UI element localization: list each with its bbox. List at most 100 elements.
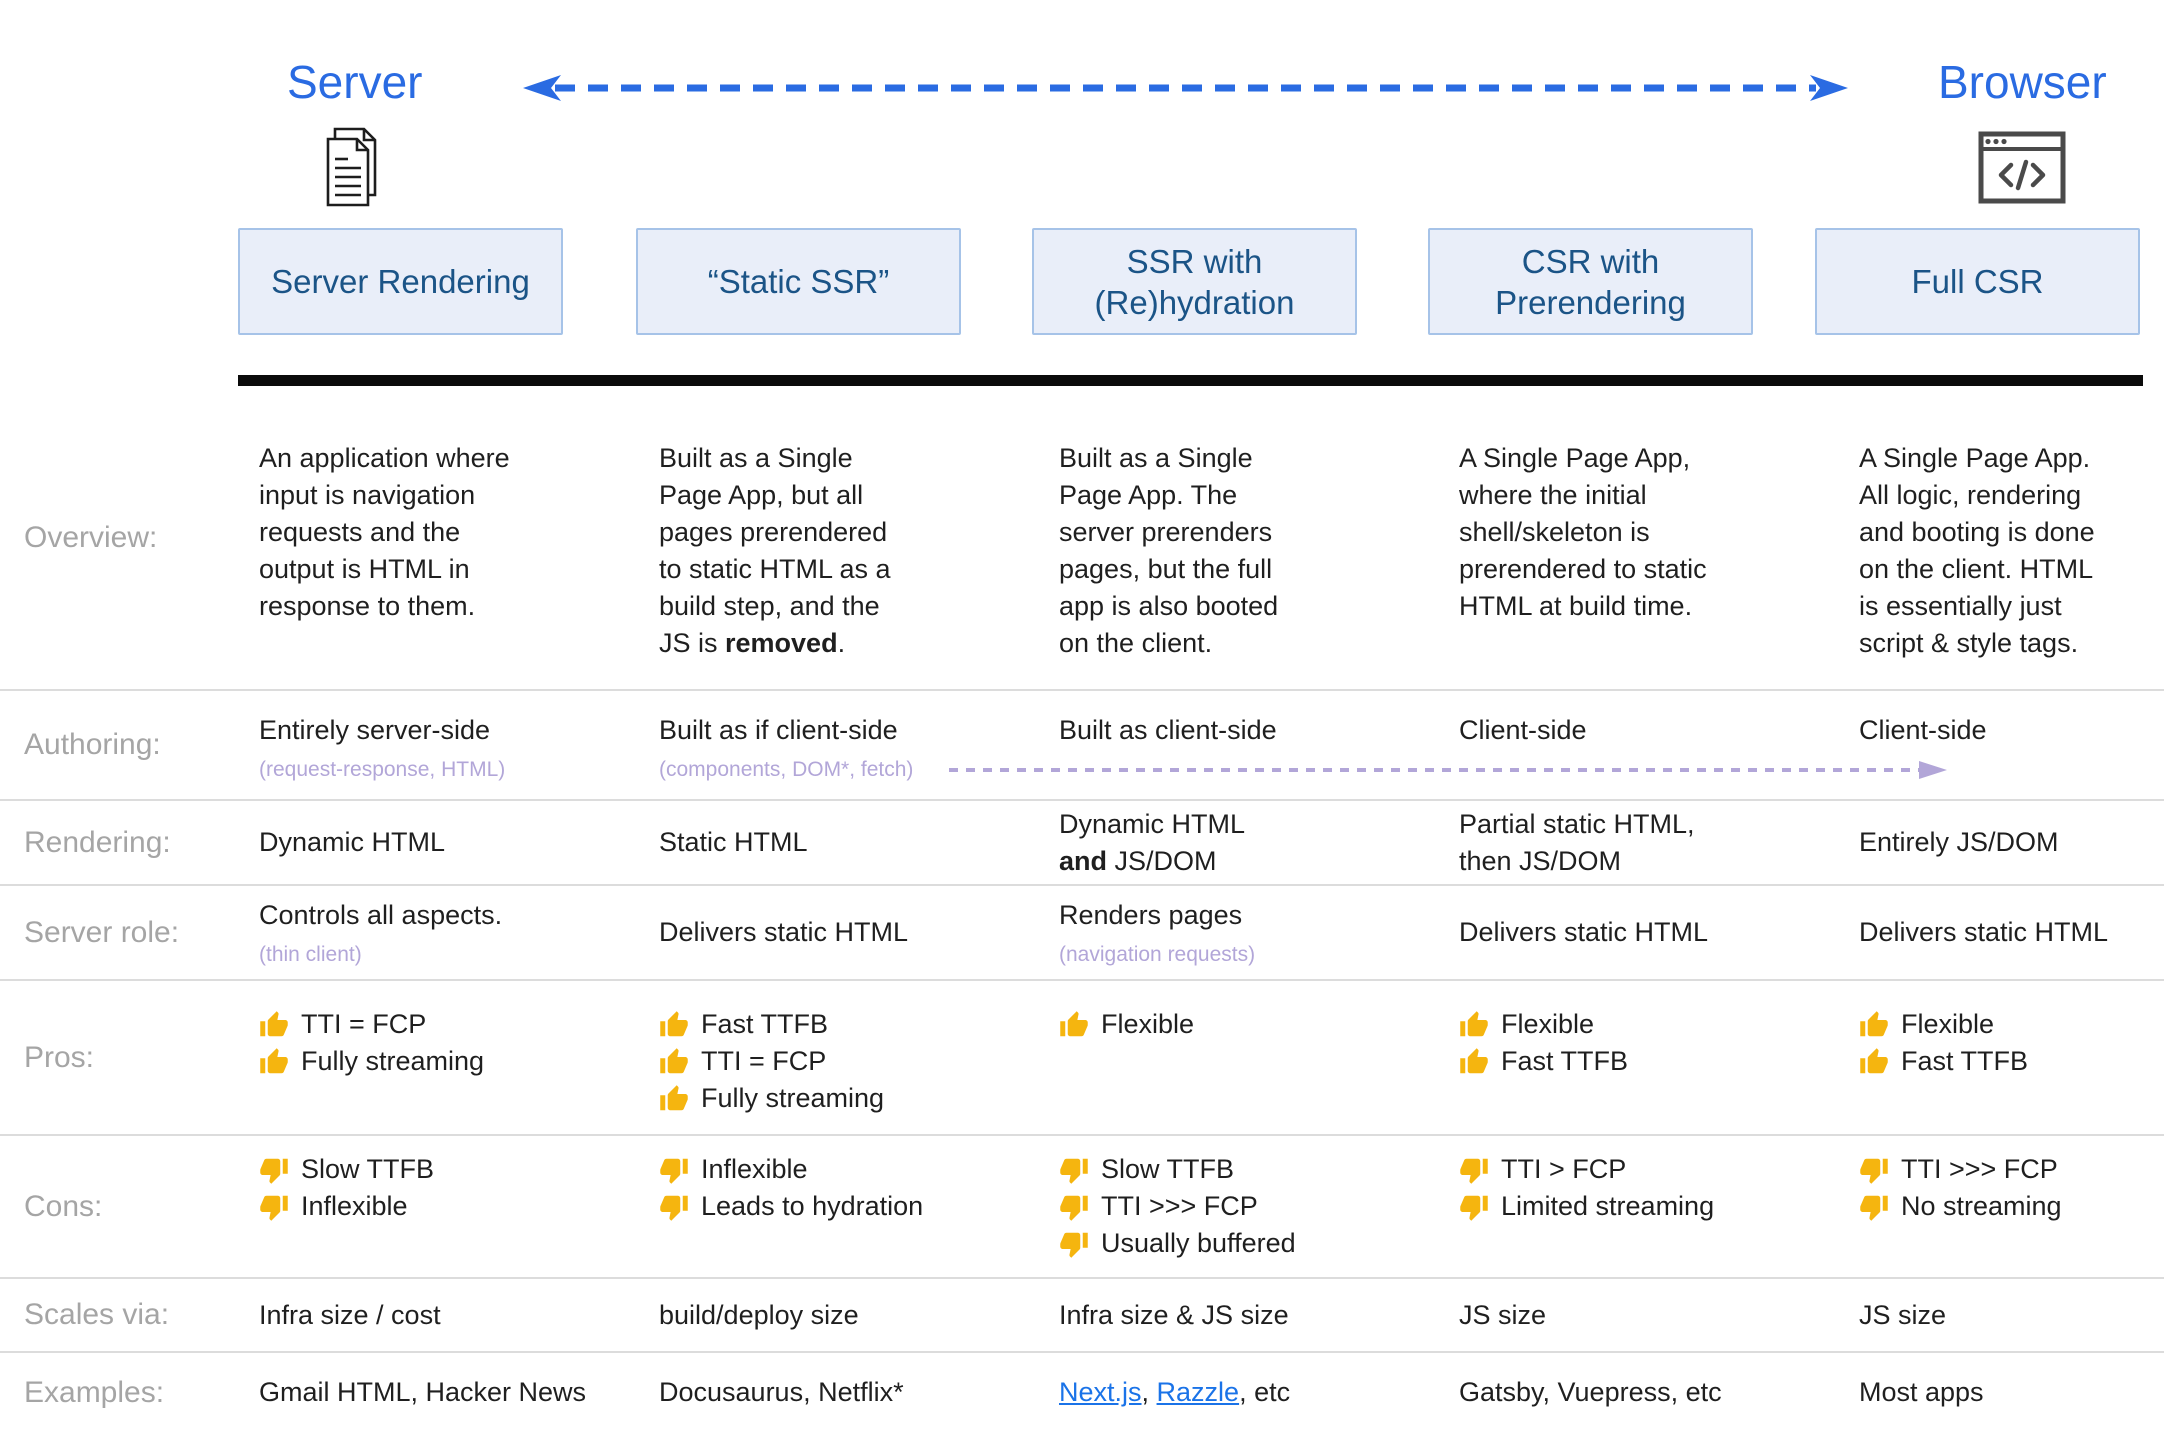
thumbs-up-icon [1059,1010,1089,1040]
column-header-full-csr: Full CSR [1815,228,2140,335]
con-item: Leads to hydration [659,1188,1038,1225]
column-header-static-ssr: “Static SSR” [636,228,961,335]
table-top-divider-bar [238,375,2143,386]
cell-scales-server-rendering: Infra size / cost [259,1299,441,1330]
authoring-subtext: (request-response, HTML) [259,758,506,781]
thumbs-down-icon [259,1155,289,1185]
thumbs-up-icon [659,1084,689,1114]
client-side-authoring-flow-arrow-icon [949,761,1947,779]
thumbs-down-icon [259,1192,289,1222]
pro-item: Fully streaming [259,1043,638,1080]
column-header-csr-prerendering: CSR with Prerendering [1428,228,1753,335]
con-item: Usually buffered [1059,1225,1438,1262]
cell-examples-csr-prerendering: Gatsby, Vuepress, etc [1459,1377,1722,1407]
thumbs-down-icon [659,1155,689,1185]
server-role-subtext: (thin client) [259,943,362,966]
nextjs-link[interactable]: Next.js [1059,1377,1142,1407]
cell-examples-ssr-rehydration: Next.js, Razzle, etc [1059,1377,1291,1407]
server-role-subtext: (navigation requests) [1059,943,1256,966]
spectrum-header: Server Browser [0,0,2164,375]
pro-item: TTI = FCP [659,1043,1038,1080]
cell-authoring-server-rendering: Entirely server-side (request-response, … [238,691,638,799]
cell-server-role-static-ssr: Delivers static HTML [659,917,909,947]
cell-cons-csr-prerendering: TTI > FCP Limited streaming [1438,1136,1838,1277]
cell-server-role-csr-prerendering: Delivers static HTML [1459,917,1709,947]
column-header-label: CSR with Prerendering [1495,242,1686,321]
thumbs-down-icon [659,1192,689,1222]
cell-pros-full-csr: Flexible Fast TTFB [1838,981,2164,1134]
thumbs-up-icon [1859,1010,1889,1040]
table-row-scales-via: Scales via: Infra size / cost build/depl… [0,1277,2164,1351]
razzle-link[interactable]: Razzle [1156,1377,1240,1407]
document-pages-icon [326,127,377,207]
thumbs-down-icon [1059,1155,1089,1185]
cell-cons-full-csr: TTI >>> FCP No streaming [1838,1136,2164,1277]
cell-rendering-full-csr: Entirely JS/DOM [1859,827,2059,857]
table-row-authoring: Authoring: Entirely server-side (request… [0,689,2164,799]
server-browser-spectrum-arrow-icon [523,75,1848,101]
cell-server-role-server-rendering: Controls all aspects. (thin client) [238,897,638,968]
cell-pros-static-ssr: Fast TTFB TTI = FCP Fully streaming [638,981,1038,1134]
cell-authoring-csr-prerendering: Client-side [1459,715,1587,745]
cell-rendering-csr-prerendering: Partial static HTML, then JS/DOM [1459,808,1695,876]
cell-scales-static-ssr: build/deploy size [659,1299,859,1330]
column-header-server-rendering: Server Rendering [238,228,563,335]
row-label-scales-via: Scales via: [24,1298,170,1331]
thumbs-up-icon [259,1047,289,1077]
authoring-subtext: (components, DOM*, fetch) [659,758,914,781]
thumbs-up-icon [1859,1047,1889,1077]
row-label-overview: Overview: [24,520,158,554]
pro-item: Flexible [1059,1006,1438,1043]
cell-examples-server-rendering: Gmail HTML, Hacker News [259,1377,587,1407]
table-row-examples: Examples: Gmail HTML, Hacker News Docusa… [0,1351,2164,1432]
column-header-label: Full CSR [1911,263,2044,300]
cell-server-role-full-csr: Delivers static HTML [1859,917,2109,947]
con-item: Inflexible [259,1188,638,1225]
pro-item: TTI = FCP [259,1006,638,1043]
cell-examples-full-csr: Most apps [1859,1377,1984,1407]
thumbs-up-icon [1459,1010,1489,1040]
thumbs-down-icon [1459,1192,1489,1222]
cell-pros-server-rendering: TTI = FCP Fully streaming [238,981,638,1134]
cell-rendering-static-ssr: Static HTML [659,827,808,857]
thumbs-down-icon [1859,1192,1889,1222]
row-label-rendering: Rendering: [24,825,171,859]
column-header-label: SSR with (Re)hydration [1094,242,1295,321]
cell-examples-static-ssr: Docusaurus, Netflix* [659,1377,904,1407]
cell-pros-ssr-rehydration: Flexible [1038,981,1438,1134]
browser-window-code-icon [1978,131,2066,204]
cell-overview-static-ssr: Built as a Single Page App, but all page… [659,443,891,658]
pro-item: Fast TTFB [1459,1043,1838,1080]
cell-cons-static-ssr: Inflexible Leads to hydration [638,1136,1038,1277]
table-row-cons: Cons: Slow TTFB Inflexible Inflexible Le… [0,1134,2164,1277]
pro-item: Fully streaming [659,1080,1038,1117]
cell-scales-csr-prerendering: JS size [1459,1299,1547,1330]
browser-endpoint-label: Browser [1938,56,2107,108]
thumbs-down-icon [1459,1155,1489,1185]
column-header-label: “Static SSR” [707,263,890,300]
table-row-overview: Overview: An application where input is … [0,386,2164,689]
thumbs-up-icon [259,1010,289,1040]
con-item: TTI >>> FCP [1059,1188,1438,1225]
cell-scales-full-csr: JS size [1859,1299,1947,1330]
table-row-server-role: Server role: Controls all aspects. (thin… [0,884,2164,979]
cell-authoring-ssr-rehydration: Built as client-side [1059,715,1277,745]
pro-item: Fast TTFB [1859,1043,2164,1080]
con-item: Slow TTFB [259,1151,638,1188]
con-item: No streaming [1859,1188,2164,1225]
thumbs-up-icon [659,1010,689,1040]
con-item: Slow TTFB [1059,1151,1438,1188]
thumbs-up-icon [1459,1047,1489,1077]
con-item: TTI >>> FCP [1859,1151,2164,1188]
cell-authoring-full-csr: Client-side [1859,715,1987,745]
cell-overview-ssr-rehydration: Built as a Single Page App. The server p… [1059,443,1279,658]
pro-item: Fast TTFB [659,1006,1038,1043]
cell-overview-server-rendering: An application where input is navigation… [259,443,510,621]
pro-item: Flexible [1859,1006,2164,1043]
con-item: Limited streaming [1459,1188,1838,1225]
cell-rendering-ssr-rehydration: Dynamic HTML and JS/DOM [1059,808,1246,876]
cell-authoring-static-ssr: Built as if client-side (components, DOM… [638,691,1038,799]
comparison-table: Overview: An application where input is … [0,386,2164,1432]
row-label-authoring: Authoring: [24,728,161,761]
cell-cons-ssr-rehydration: Slow TTFB TTI >>> FCP Usually buffered [1038,1136,1438,1277]
